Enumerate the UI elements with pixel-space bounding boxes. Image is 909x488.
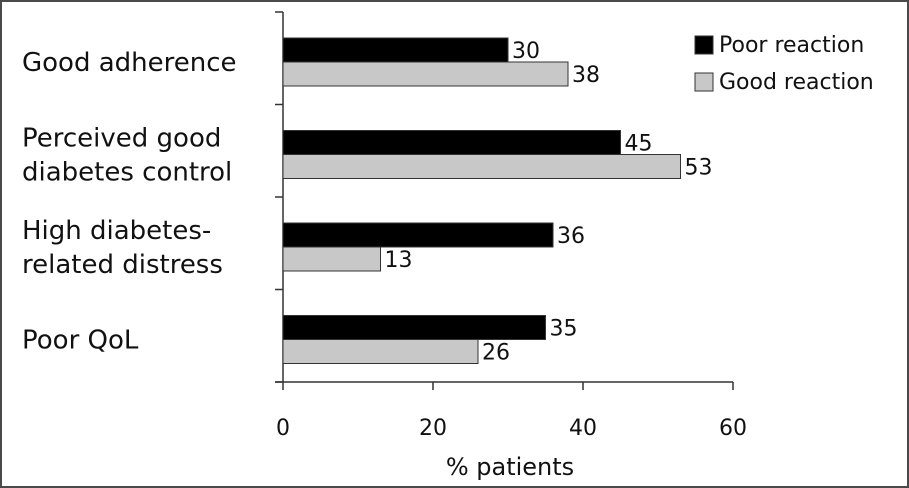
bar-value-label: 45 — [625, 132, 653, 157]
bar-value-label: 36 — [557, 224, 585, 249]
bar-poor-reaction — [282, 222, 554, 248]
bar-poor-reaction — [282, 315, 546, 340]
chart-x-ticks: 0 20 40 60 — [276, 382, 747, 441]
x-tick-label: 40 — [569, 416, 597, 441]
category-label: Good adherence — [22, 48, 237, 78]
x-axis-label: % patients — [446, 453, 574, 481]
chart-legend: Poor reaction Good reaction — [694, 33, 874, 95]
bar-good-reaction — [282, 61, 569, 87]
legend-label: Poor reaction — [719, 33, 864, 58]
category-label: High diabetes-related distress — [22, 216, 223, 280]
bar-good-reaction — [282, 246, 381, 272]
category-label: Perceived good diabetes control — [22, 124, 232, 188]
chart-bars — [282, 37, 681, 364]
chart-data-labels: 30 38 45 53 36 13 35 26 — [385, 39, 713, 366]
chart-category-labels: Good adherence Perceived good diabetes con… — [22, 48, 237, 356]
legend-swatch — [694, 72, 714, 92]
x-tick-label: 0 — [276, 416, 290, 441]
legend-label: Good reaction — [719, 70, 874, 95]
x-tick-label: 20 — [419, 416, 447, 441]
bar-good-reaction — [282, 154, 681, 179]
bar-value-label: 30 — [512, 39, 540, 64]
category-label: Poor QoL — [22, 326, 139, 356]
legend-swatch — [694, 35, 714, 55]
bar-poor-reaction — [282, 37, 509, 63]
bar-value-label: 53 — [685, 156, 713, 181]
bar-value-label: 38 — [572, 63, 600, 88]
bar-value-label: 35 — [550, 317, 578, 342]
x-tick-label: 60 — [719, 416, 747, 441]
bar-good-reaction — [282, 339, 479, 364]
bar-poor-reaction — [282, 130, 621, 155]
bar-value-label: 26 — [482, 341, 510, 366]
bar-value-label: 13 — [385, 248, 413, 273]
